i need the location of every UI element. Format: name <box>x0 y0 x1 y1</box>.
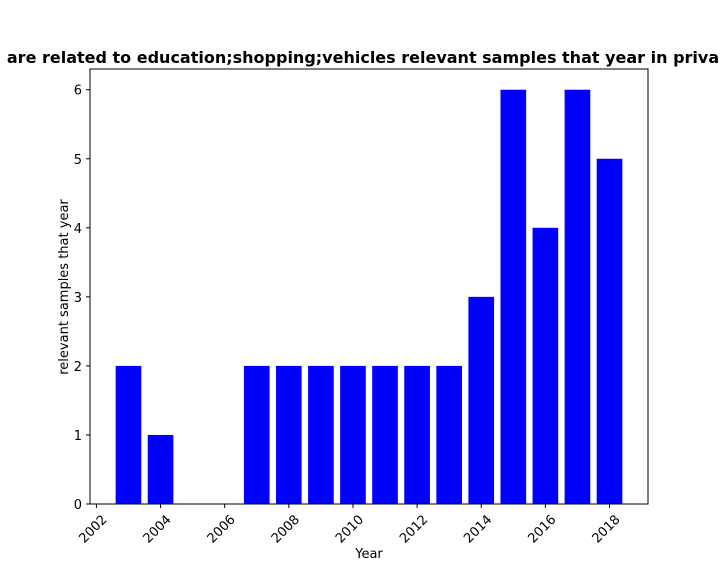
x-tick-label: 2014 <box>461 512 495 546</box>
x-tick-label: 2002 <box>76 512 110 546</box>
bar-2017 <box>564 89 591 504</box>
y-tick-label: 5 <box>74 153 82 168</box>
y-tick-label: 0 <box>74 498 82 513</box>
y-tick-label: 2 <box>74 360 82 375</box>
bar-2011 <box>372 365 398 504</box>
y-axis: 0 1 2 3 4 5 6 <box>74 84 90 513</box>
x-tick-label: 2004 <box>141 512 175 546</box>
y-tick-label: 1 <box>74 429 82 444</box>
bar-2015 <box>500 89 527 504</box>
bar-2003 <box>115 365 142 504</box>
x-tick-label: 2008 <box>269 512 303 546</box>
chart-title: are related to education;shopping;vehicl… <box>7 48 719 67</box>
bar-2004 <box>147 434 174 504</box>
bar-2018 <box>596 158 623 504</box>
bar-2016 <box>532 227 559 505</box>
bar-2009 <box>308 365 334 504</box>
bar-2014 <box>468 296 495 504</box>
x-tick-label: 2018 <box>590 512 624 546</box>
x-axis: 2002 2004 2006 2008 2010 2012 2014 2016 2018 <box>76 504 624 546</box>
y-tick-label: 3 <box>74 291 82 306</box>
y-axis-label: relevant samples that year <box>57 199 72 375</box>
bar-2010 <box>340 365 366 504</box>
bars-layer <box>115 89 623 505</box>
y-tick-label: 6 <box>74 84 82 99</box>
bar-2013 <box>436 365 462 504</box>
x-axis-label: Year <box>354 547 383 562</box>
x-tick-label: 2012 <box>397 512 431 546</box>
x-tick-label: 2006 <box>205 512 239 546</box>
x-tick-label: 2010 <box>333 512 367 546</box>
bar-2007 <box>243 365 270 504</box>
plot-area-frame <box>89 68 649 505</box>
bar-2012 <box>404 365 430 504</box>
x-tick-label: 2016 <box>525 512 559 546</box>
y-tick-label: 4 <box>74 222 82 237</box>
bar-2008 <box>276 365 302 504</box>
